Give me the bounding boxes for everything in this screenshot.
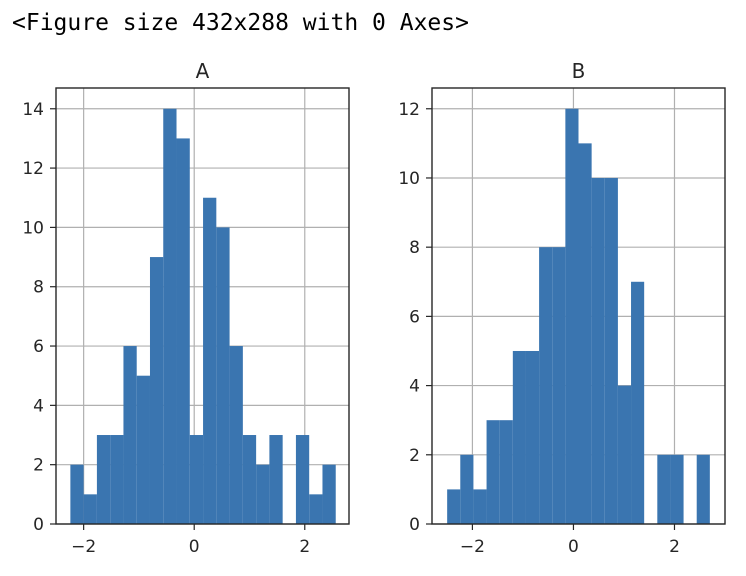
- histogram-bar: [256, 464, 270, 524]
- x-tick-label: −2: [460, 537, 485, 557]
- y-tick-label: 2: [33, 456, 44, 476]
- histogram-panel-a: −2 0 2 0 2 4 6 8 10 12 14 A: [22, 59, 350, 557]
- y-tick-label: 4: [33, 396, 44, 416]
- x-tick-label: 2: [669, 537, 680, 557]
- y-tick-label: 12: [22, 159, 44, 179]
- histogram-bar: [473, 489, 487, 524]
- histogram-bar: [189, 435, 204, 524]
- histogram-bar: [591, 177, 605, 524]
- histogram-bar: [123, 346, 137, 524]
- x-tick-label: 0: [568, 537, 579, 557]
- histogram-bar: [696, 454, 710, 524]
- figure-output-text: <Figure size 432x288 with 0 Axes>: [12, 10, 469, 36]
- histogram-bar: [486, 420, 500, 524]
- y-tick-label: 10: [398, 169, 420, 189]
- histogram-bar: [149, 257, 164, 524]
- y-tick-label: 8: [409, 238, 420, 258]
- y-tick-label: 14: [22, 100, 44, 120]
- axes-frame: [55, 87, 350, 525]
- histogram-bar: [539, 247, 553, 524]
- histogram-bar: [512, 350, 526, 524]
- histogram-bar: [460, 454, 474, 524]
- histogram-bar: [216, 227, 230, 524]
- histogram-bar: [269, 435, 283, 524]
- y-tick-label: 0: [33, 515, 44, 535]
- histogram-bar: [96, 435, 111, 524]
- y-tick-label: 2: [409, 446, 420, 466]
- y-tick-label: 4: [409, 377, 420, 397]
- histogram-bar: [525, 350, 540, 524]
- histogram-bar: [499, 420, 513, 524]
- axes-frame: [431, 87, 726, 525]
- histogram-bar: [203, 197, 217, 524]
- y-tick-label: 10: [22, 218, 44, 238]
- histogram-bar: [552, 247, 566, 524]
- histogram-panel-b: −2 0 2 0 2 4 6 8 10 12 B: [398, 59, 726, 557]
- histogram-bar: [578, 143, 592, 524]
- histogram-bar: [447, 489, 461, 524]
- histogram-bar: [322, 464, 336, 524]
- histogram-bar: [657, 454, 671, 524]
- histogram-bar: [163, 108, 177, 524]
- y-tick-label: 0: [409, 515, 420, 535]
- histogram-bar: [176, 138, 190, 525]
- y-tick-label: 8: [33, 278, 44, 298]
- histogram-bar: [309, 494, 323, 524]
- histogram-bar: [604, 177, 618, 524]
- histogram-bar: [565, 108, 579, 524]
- histogram-bar: [242, 435, 257, 524]
- y-tick-label: 6: [33, 337, 44, 357]
- chart-title: B: [572, 59, 586, 83]
- histogram-bar: [70, 464, 84, 524]
- chart-title: A: [196, 59, 210, 83]
- x-tick-label: −2: [71, 537, 96, 557]
- histogram-bar: [110, 435, 124, 524]
- histogram-bar: [617, 385, 632, 524]
- histogram-bar: [136, 375, 150, 524]
- y-tick-label: 6: [409, 307, 420, 327]
- histogram-bar: [631, 281, 645, 524]
- x-tick-label: 0: [189, 537, 200, 557]
- histogram-bar: [295, 435, 310, 524]
- histogram-bar: [670, 454, 684, 524]
- x-tick-label: 2: [299, 537, 310, 557]
- histogram-bar: [229, 346, 243, 524]
- histogram-bar: [83, 494, 97, 524]
- y-tick-label: 12: [398, 100, 420, 120]
